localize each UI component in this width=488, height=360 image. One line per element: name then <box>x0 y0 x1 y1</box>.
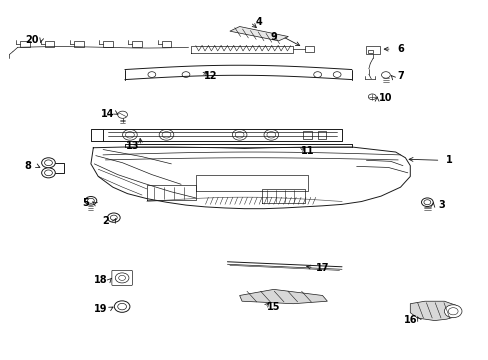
Text: 2: 2 <box>102 216 109 226</box>
Text: 8: 8 <box>24 161 31 171</box>
Circle shape <box>122 130 137 140</box>
Text: 17: 17 <box>315 263 328 273</box>
Polygon shape <box>239 289 327 304</box>
Circle shape <box>110 215 117 220</box>
Text: 16: 16 <box>403 315 416 325</box>
Bar <box>366 45 379 54</box>
Polygon shape <box>409 301 458 320</box>
Circle shape <box>44 170 52 176</box>
Bar <box>305 46 314 51</box>
Bar <box>161 41 171 46</box>
Circle shape <box>85 197 97 205</box>
Text: 18: 18 <box>94 275 107 285</box>
Text: 7: 7 <box>396 71 403 81</box>
Circle shape <box>44 160 52 166</box>
Bar <box>303 131 311 139</box>
Circle shape <box>87 198 94 203</box>
Bar <box>74 41 83 46</box>
Circle shape <box>367 94 375 100</box>
Circle shape <box>423 200 430 205</box>
Circle shape <box>381 72 389 78</box>
Bar <box>20 41 30 46</box>
Text: 11: 11 <box>301 146 314 156</box>
Circle shape <box>41 168 55 178</box>
Bar <box>132 41 142 46</box>
Circle shape <box>159 130 173 140</box>
Circle shape <box>421 198 432 207</box>
Polygon shape <box>229 27 288 41</box>
Text: 15: 15 <box>266 302 280 312</box>
Circle shape <box>266 132 275 138</box>
Circle shape <box>162 132 170 138</box>
Circle shape <box>125 132 134 138</box>
Text: 20: 20 <box>25 35 39 45</box>
Text: 6: 6 <box>396 44 403 54</box>
Circle shape <box>235 132 244 138</box>
Circle shape <box>118 111 127 118</box>
Circle shape <box>232 130 246 140</box>
Circle shape <box>115 273 129 283</box>
Circle shape <box>114 301 130 312</box>
Bar <box>44 41 54 46</box>
Text: 1: 1 <box>445 155 452 165</box>
Bar <box>317 131 326 139</box>
Text: 5: 5 <box>82 198 89 208</box>
Bar <box>367 50 372 53</box>
Circle shape <box>41 158 55 168</box>
Circle shape <box>107 213 120 222</box>
Text: 19: 19 <box>94 304 107 314</box>
Circle shape <box>264 130 278 140</box>
Text: 3: 3 <box>438 200 445 210</box>
Text: 14: 14 <box>101 109 115 119</box>
Text: 4: 4 <box>255 17 262 27</box>
Text: 12: 12 <box>203 71 217 81</box>
FancyBboxPatch shape <box>112 270 132 285</box>
Circle shape <box>148 72 156 77</box>
Circle shape <box>118 303 126 310</box>
Text: 10: 10 <box>378 93 392 103</box>
Bar <box>103 41 113 46</box>
Circle shape <box>313 72 321 77</box>
Text: 9: 9 <box>270 32 277 41</box>
Circle shape <box>447 308 457 315</box>
Circle shape <box>332 72 340 77</box>
Text: 13: 13 <box>125 141 139 151</box>
Circle shape <box>119 275 125 280</box>
Circle shape <box>182 72 189 77</box>
Circle shape <box>444 305 461 318</box>
